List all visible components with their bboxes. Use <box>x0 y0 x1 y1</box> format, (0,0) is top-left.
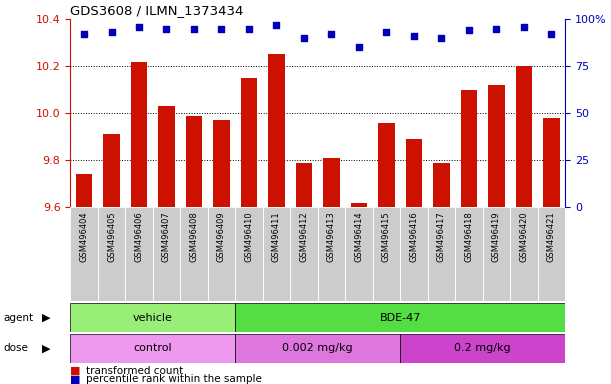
Text: ▶: ▶ <box>42 313 50 323</box>
Text: GSM496421: GSM496421 <box>547 211 556 262</box>
Bar <box>400 207 428 301</box>
Text: GSM496410: GSM496410 <box>244 211 254 262</box>
Bar <box>241 78 257 207</box>
Text: GSM496409: GSM496409 <box>217 211 226 262</box>
Bar <box>153 207 180 301</box>
Bar <box>235 334 400 363</box>
Text: control: control <box>133 343 172 354</box>
Bar <box>538 207 565 301</box>
Point <box>354 45 364 51</box>
Text: agent: agent <box>3 313 33 323</box>
Bar <box>125 207 153 301</box>
Bar <box>406 139 422 207</box>
Bar <box>235 207 263 301</box>
Bar <box>351 203 367 207</box>
Point <box>299 35 309 41</box>
Point <box>189 26 199 32</box>
Text: 0.002 mg/kg: 0.002 mg/kg <box>282 343 353 354</box>
Bar <box>290 207 318 301</box>
Point <box>464 27 474 33</box>
Text: ■: ■ <box>70 366 84 376</box>
Text: ■: ■ <box>70 374 84 384</box>
Bar <box>70 303 235 332</box>
Bar <box>488 85 505 207</box>
Text: dose: dose <box>3 343 28 354</box>
Bar <box>268 55 285 207</box>
Text: GSM496413: GSM496413 <box>327 211 336 262</box>
Bar <box>428 207 455 301</box>
Bar <box>433 163 450 207</box>
Point <box>134 24 144 30</box>
Point <box>547 31 557 37</box>
Bar <box>208 207 235 301</box>
Point <box>492 26 502 32</box>
Text: GSM496414: GSM496414 <box>354 211 364 262</box>
Bar <box>76 174 92 207</box>
Bar <box>461 90 477 207</box>
Point <box>437 35 447 41</box>
Point <box>244 26 254 32</box>
Bar <box>378 123 395 207</box>
Text: GSM496419: GSM496419 <box>492 211 501 262</box>
Text: GSM496408: GSM496408 <box>189 211 199 262</box>
Bar <box>400 334 565 363</box>
Bar <box>131 61 147 207</box>
Bar <box>455 207 483 301</box>
Point <box>272 22 282 28</box>
Bar <box>235 303 565 332</box>
Text: vehicle: vehicle <box>133 313 173 323</box>
Text: GSM496415: GSM496415 <box>382 211 391 262</box>
Text: GSM496420: GSM496420 <box>519 211 529 262</box>
Bar <box>98 207 125 301</box>
Point <box>79 31 89 37</box>
Text: GSM496411: GSM496411 <box>272 211 281 262</box>
Text: 0.2 mg/kg: 0.2 mg/kg <box>455 343 511 354</box>
Bar <box>213 120 230 207</box>
Bar <box>510 207 538 301</box>
Text: GSM496406: GSM496406 <box>134 211 144 262</box>
Bar <box>158 106 175 207</box>
Bar <box>345 207 373 301</box>
Bar <box>103 134 120 207</box>
Bar <box>373 207 400 301</box>
Text: GSM496416: GSM496416 <box>409 211 419 262</box>
Point <box>409 33 419 39</box>
Bar <box>70 207 98 301</box>
Text: GDS3608 / ILMN_1373434: GDS3608 / ILMN_1373434 <box>70 3 244 17</box>
Bar <box>186 116 202 207</box>
Point <box>519 24 529 30</box>
Text: GSM496417: GSM496417 <box>437 211 446 262</box>
Text: GSM496404: GSM496404 <box>79 211 89 262</box>
Point <box>381 29 392 35</box>
Text: GSM496412: GSM496412 <box>299 211 309 262</box>
Text: transformed count: transformed count <box>86 366 183 376</box>
Bar <box>263 207 290 301</box>
Bar <box>296 163 312 207</box>
Point <box>217 26 227 32</box>
Bar <box>483 207 510 301</box>
Point <box>107 29 117 35</box>
Bar <box>70 334 235 363</box>
Bar <box>516 66 532 207</box>
Text: GSM496405: GSM496405 <box>107 211 116 262</box>
Text: BDE-47: BDE-47 <box>379 313 421 323</box>
Text: ▶: ▶ <box>42 343 50 354</box>
Bar <box>180 207 208 301</box>
Text: percentile rank within the sample: percentile rank within the sample <box>86 374 262 384</box>
Point <box>161 26 171 32</box>
Point <box>327 31 337 37</box>
Bar <box>323 158 340 207</box>
Bar <box>318 207 345 301</box>
Bar <box>543 118 560 207</box>
Text: GSM496407: GSM496407 <box>162 211 171 262</box>
Text: GSM496418: GSM496418 <box>464 211 474 262</box>
